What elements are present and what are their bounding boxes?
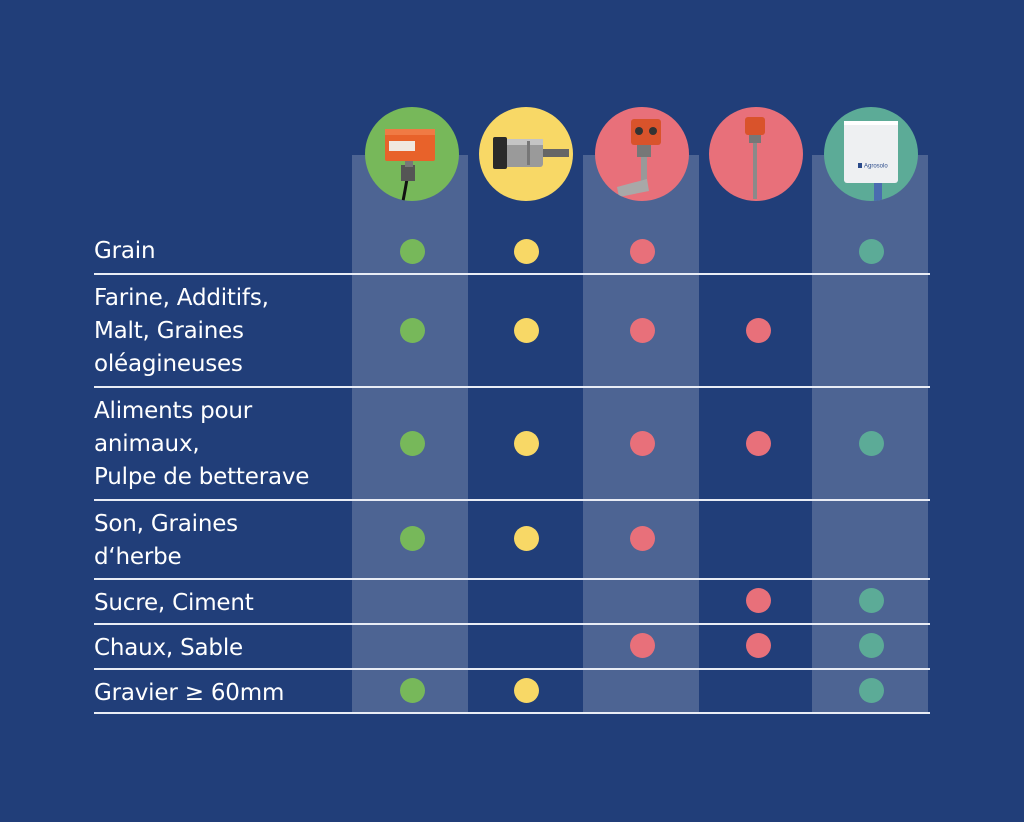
row-label: Farine, Additifs, Malt, Graines oléagine… xyxy=(94,285,269,377)
product-1 xyxy=(365,107,459,201)
suitability-dot xyxy=(399,677,425,703)
row-label: Aliments pour animaux, Pulpe de betterav… xyxy=(94,398,310,490)
suitability-dot xyxy=(745,430,771,456)
cylindrical-sensor-icon xyxy=(493,137,569,169)
suitability-dot xyxy=(858,587,884,613)
product-5: Agrosolo xyxy=(824,107,918,201)
suitability-dot xyxy=(629,430,655,456)
suitability-dot xyxy=(513,317,539,343)
white-control-box-icon: Agrosolo xyxy=(844,121,898,201)
product-3 xyxy=(595,107,689,201)
table-row: Son, Graines d‘herbe xyxy=(94,499,930,580)
table-row: Sucre, Ciment xyxy=(94,578,930,625)
suitability-dot xyxy=(629,632,655,658)
table-row: Grain xyxy=(94,229,930,275)
suitability-dot xyxy=(629,238,655,264)
row-label: Sucre, Ciment xyxy=(94,590,254,616)
row-label: Grain xyxy=(94,238,156,264)
table-row: Gravier ≥ 60mm xyxy=(94,668,930,714)
suitability-dot xyxy=(513,238,539,264)
suitability-dot xyxy=(745,632,771,658)
suitability-dot xyxy=(745,587,771,613)
row-label: Gravier ≥ 60mm xyxy=(94,680,285,706)
suitability-dot xyxy=(513,430,539,456)
suitability-dot xyxy=(858,238,884,264)
suitability-dot xyxy=(399,525,425,551)
suitability-dot xyxy=(399,238,425,264)
table-row: Aliments pour animaux, Pulpe de betterav… xyxy=(94,386,930,501)
row-label: Son, Graines d‘herbe xyxy=(94,511,238,570)
suitability-dot xyxy=(629,317,655,343)
suitability-dot xyxy=(745,317,771,343)
suitability-dot xyxy=(629,525,655,551)
paddle-sensor-icon xyxy=(617,119,661,197)
orange-switch-box-icon xyxy=(385,129,435,201)
table-row: Farine, Additifs, Malt, Graines oléagine… xyxy=(94,273,930,388)
row-label: Chaux, Sable xyxy=(94,635,243,661)
suitability-dot xyxy=(513,677,539,703)
brand-label: Agrosolo xyxy=(864,164,888,170)
rod-probe-sensor-icon xyxy=(745,117,765,199)
product-2 xyxy=(479,107,573,201)
product-4 xyxy=(709,107,803,201)
suitability-dot xyxy=(858,632,884,658)
suitability-dot xyxy=(858,677,884,703)
suitability-dot xyxy=(399,317,425,343)
table-row: Chaux, Sable xyxy=(94,623,930,670)
suitability-dot xyxy=(858,430,884,456)
suitability-dot xyxy=(399,430,425,456)
suitability-dot xyxy=(513,525,539,551)
